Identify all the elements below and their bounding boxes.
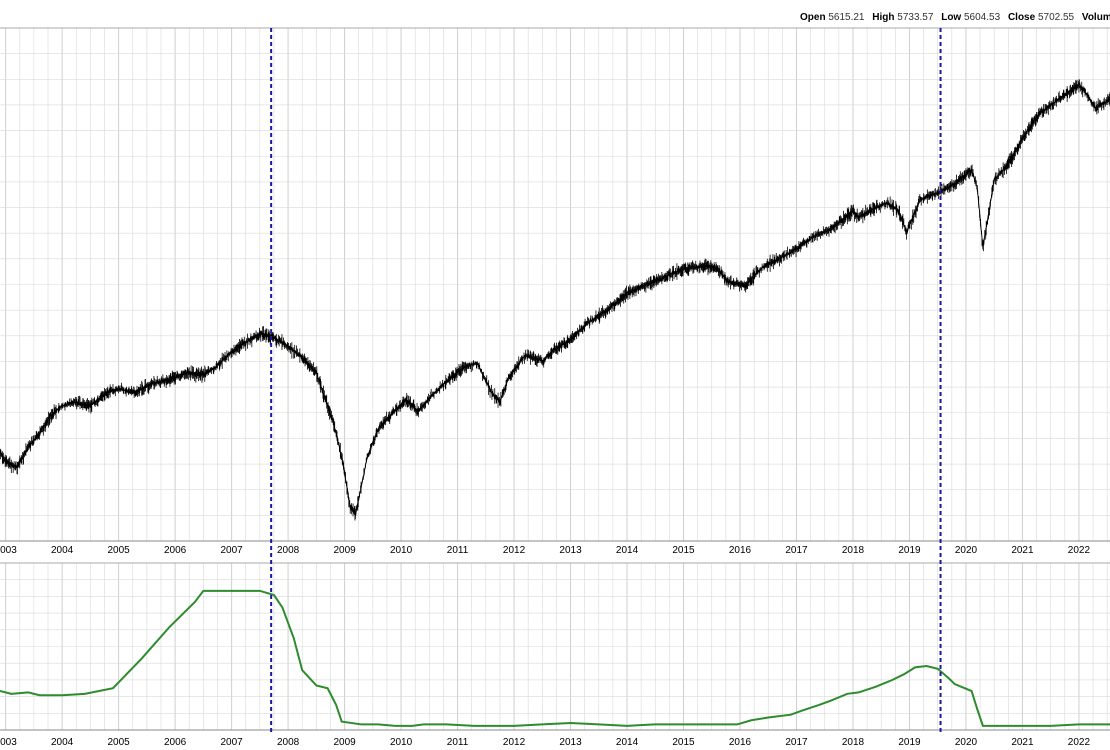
price-bars-path <box>0 79 1110 521</box>
x-tick-label: 2012 <box>503 545 526 556</box>
x-tick-label: 2021 <box>1011 545 1034 556</box>
x-tick-label: 2012 <box>503 737 526 748</box>
x-tick-label: 2004 <box>51 545 74 556</box>
x-tick-label: 2005 <box>108 737 131 748</box>
x-tick-label: 2014 <box>616 545 639 556</box>
x-tick-label: 2022 <box>1068 737 1091 748</box>
x-tick-label: 2008 <box>277 545 300 556</box>
x-tick-label: 2019 <box>898 737 921 748</box>
grid <box>0 562 1110 731</box>
x-tick-label: 2016 <box>729 545 752 556</box>
close-label: Close <box>1007 12 1036 23</box>
x-tick-label: 2004 <box>51 737 74 748</box>
x-tick-label: 2007 <box>220 545 243 556</box>
grid <box>0 27 1110 542</box>
x-tick-label: 2011 <box>447 737 469 748</box>
high-label: High <box>872 12 895 23</box>
x-tick-label: 2010 <box>390 545 413 556</box>
x-tick-label: 2008 <box>277 737 300 748</box>
x-tick-label: 2015 <box>672 545 695 556</box>
x-tick-label: 2014 <box>616 737 639 748</box>
x-tick-label: 2011 <box>447 545 469 556</box>
x-tick-label: 2007 <box>220 737 243 748</box>
x-tick-label: 2020 <box>955 737 978 748</box>
volume-label: Volume <box>1081 12 1110 23</box>
x-tick-label: 2020 <box>955 545 978 556</box>
ohlc-header: Open 5615.21 High 5733.57 Low 5604.53 Cl… <box>800 12 1110 26</box>
x-tick-label: 2016 <box>729 737 752 748</box>
x-tick-label: 2013 <box>559 545 582 556</box>
x-tick-label: 2015 <box>672 737 695 748</box>
low-value: 5604.53 <box>964 12 1001 23</box>
x-tick-label: 2019 <box>898 545 921 556</box>
indicator-series-line <box>0 589 1110 727</box>
x-tick-label: 2006 <box>164 545 187 556</box>
x-tick-label: 2018 <box>842 545 865 556</box>
vertical-markers <box>270 28 942 735</box>
x-tick-label: 2021 <box>1011 737 1034 748</box>
x-tick-label: 2009 <box>333 737 356 748</box>
x-tick-label: 2006 <box>164 737 187 748</box>
x-tick-label: 2010 <box>390 737 413 748</box>
open-label: Open <box>800 12 826 23</box>
open-value: 5615.21 <box>828 12 865 23</box>
x-tick-label: 2022 <box>1068 545 1091 556</box>
x-tick-label: 2018 <box>842 737 865 748</box>
price-series-line <box>0 83 1110 515</box>
x-tick-label: 2017 <box>785 737 808 748</box>
close-value: 5702.55 <box>1037 12 1075 23</box>
x-tick-label: 2005 <box>108 545 131 556</box>
high-value: 5733.57 <box>897 12 934 23</box>
x-tick-label: 2013 <box>559 737 582 748</box>
x-tick-label: 2017 <box>785 545 808 556</box>
price-bars <box>0 79 1110 521</box>
low-label: Low <box>941 12 962 23</box>
x-tick-label: 2009 <box>333 545 356 556</box>
